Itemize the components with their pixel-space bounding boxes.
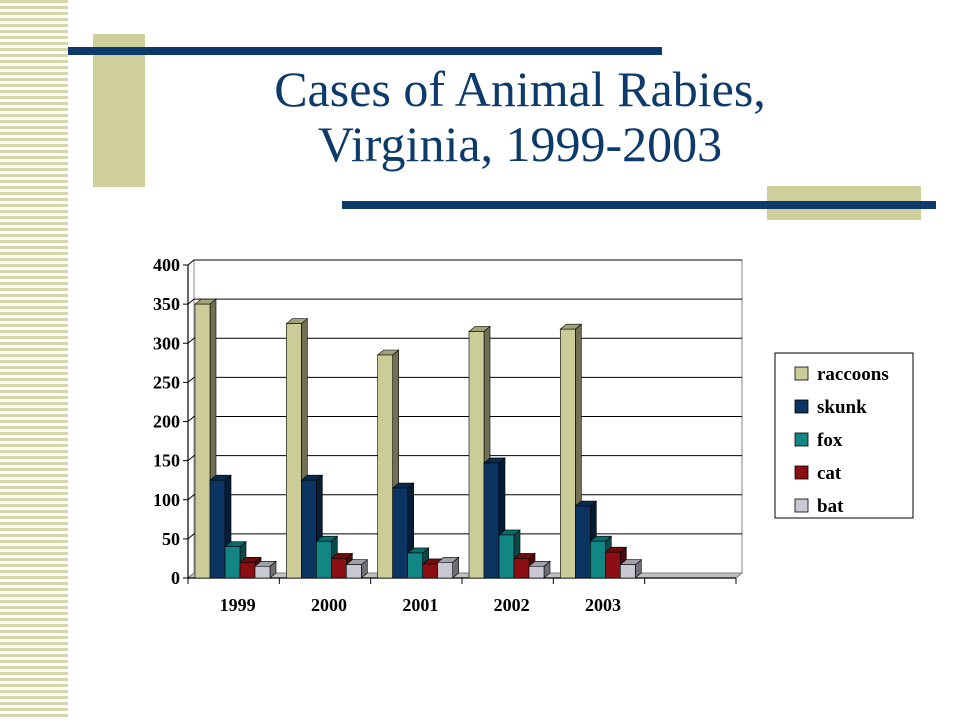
gridline-side	[187, 455, 195, 462]
gridline-side	[187, 416, 195, 422]
legend-label-bat: bat	[817, 496, 844, 517]
y-tick-label: 200	[153, 412, 180, 432]
legend-label-raccoons: raccoons	[817, 364, 889, 385]
bar-skunk-2000	[301, 479, 317, 579]
bar-fox-2003	[590, 540, 606, 579]
bar-fox-2002	[498, 534, 515, 579]
bar-skunk-2003	[575, 505, 591, 579]
bar-bat-1999	[254, 565, 271, 579]
bar-skunk-2002	[483, 462, 500, 579]
bar-cat-2001	[422, 563, 438, 579]
y-tick-label: 350	[153, 294, 180, 314]
legend-swatch-bat	[794, 498, 809, 513]
bar-fox-2001	[407, 552, 423, 579]
y-tick-label: 0	[171, 568, 180, 588]
bar-cat-2000	[331, 558, 347, 579]
bar-raccoons-1999	[194, 303, 211, 579]
legend-label-skunk: skunk	[817, 397, 867, 418]
decor-line-top	[68, 47, 662, 55]
gridline-side	[187, 533, 195, 540]
bar-bat-2003	[620, 564, 636, 579]
gridline-side	[187, 259, 195, 266]
bar-skunk-1999	[209, 479, 226, 579]
bar-raccoons-2000	[286, 323, 302, 579]
bar-bat-2000	[346, 564, 362, 579]
bar-raccoons-2002	[468, 331, 485, 579]
bar-bat-2001	[437, 562, 453, 579]
bar-raccoons-2001	[377, 354, 393, 579]
legend-swatch-skunk	[794, 399, 809, 414]
legend-swatch-cat	[794, 465, 809, 480]
gridline-side	[187, 494, 195, 501]
y-tick-label: 100	[153, 490, 180, 510]
legend-label-fox: fox	[817, 430, 843, 451]
y-tick-label: 250	[153, 372, 180, 392]
bar-fox-2000	[316, 540, 332, 579]
slide-title-line1: Cases of Animal Rabies,	[274, 61, 766, 117]
bar-skunk-2001	[392, 487, 408, 579]
y-tick-label: 150	[153, 451, 180, 471]
bar-cat-1999	[239, 562, 256, 579]
decor-line-bottom	[342, 201, 936, 209]
y-tick-label: 50	[162, 529, 180, 549]
bar-bat-2002	[528, 565, 545, 579]
slide-stripe-pattern	[0, 0, 68, 720]
slide-title-line2: Virginia, 1999-2003	[317, 116, 723, 172]
bar-fox-1999	[224, 546, 241, 579]
legend-swatch-raccoons	[794, 366, 809, 381]
x-tick-label: 2003	[585, 595, 621, 615]
bar-cat-2003	[605, 551, 621, 579]
legend-swatch-fox	[794, 432, 809, 447]
x-tick-label: 2000	[311, 595, 347, 615]
slide-title: Cases of Animal Rabies, Virginia, 1999-2…	[160, 62, 880, 172]
bar-raccoons-2003	[560, 328, 576, 579]
gridline-side	[187, 337, 195, 344]
decor-square-top	[93, 34, 145, 187]
y-tick-label: 300	[153, 333, 180, 353]
legend-label-cat: cat	[817, 463, 842, 484]
x-tick-label: 2001	[402, 595, 438, 615]
gridline-side	[187, 298, 195, 305]
x-tick-label: 2002	[494, 595, 530, 615]
y-tick-label: 400	[153, 255, 180, 275]
x-tick-label: 1999	[220, 595, 256, 615]
bar-cat-2002	[513, 558, 530, 579]
gridline-side	[187, 376, 195, 383]
